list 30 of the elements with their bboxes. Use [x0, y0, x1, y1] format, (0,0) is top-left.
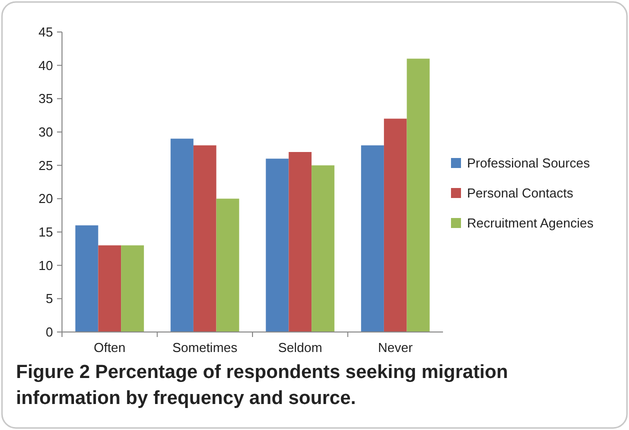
bar	[170, 138, 194, 332]
bar	[361, 145, 384, 332]
bar	[266, 158, 289, 332]
y-tick-label: 10	[38, 258, 53, 273]
bar	[312, 165, 334, 332]
x-tick-label: Often	[94, 340, 126, 355]
legend-label: Professional Sources	[467, 156, 590, 171]
legend-label: Personal Contacts	[467, 186, 574, 201]
bar	[75, 225, 98, 332]
x-tick-label: Never	[378, 340, 414, 355]
y-tick-label: 5	[46, 291, 53, 306]
legend-label: Recruitment Agencies	[467, 216, 594, 231]
x-tick-label: Seldom	[278, 340, 322, 355]
y-tick-label: 25	[38, 158, 53, 173]
y-tick-label: 15	[38, 224, 53, 240]
bar	[121, 245, 144, 332]
y-tick-label: 45	[38, 24, 53, 40]
y-tick-label: 30	[38, 124, 53, 140]
bar	[406, 58, 430, 332]
bar	[384, 118, 407, 332]
bar	[98, 245, 122, 332]
y-tick-label: 35	[38, 91, 53, 106]
bar	[288, 152, 312, 332]
bar	[216, 198, 240, 332]
x-tick-label: Sometimes	[172, 340, 238, 355]
text: Figure 2 Percentage of respondents seeking migration information by frequency and source.	[16, 362, 508, 409]
y-tick-label: 0	[46, 324, 53, 340]
bar	[193, 145, 216, 332]
y-tick-label: 40	[38, 58, 53, 73]
y-tick-label: 20	[38, 191, 53, 206]
